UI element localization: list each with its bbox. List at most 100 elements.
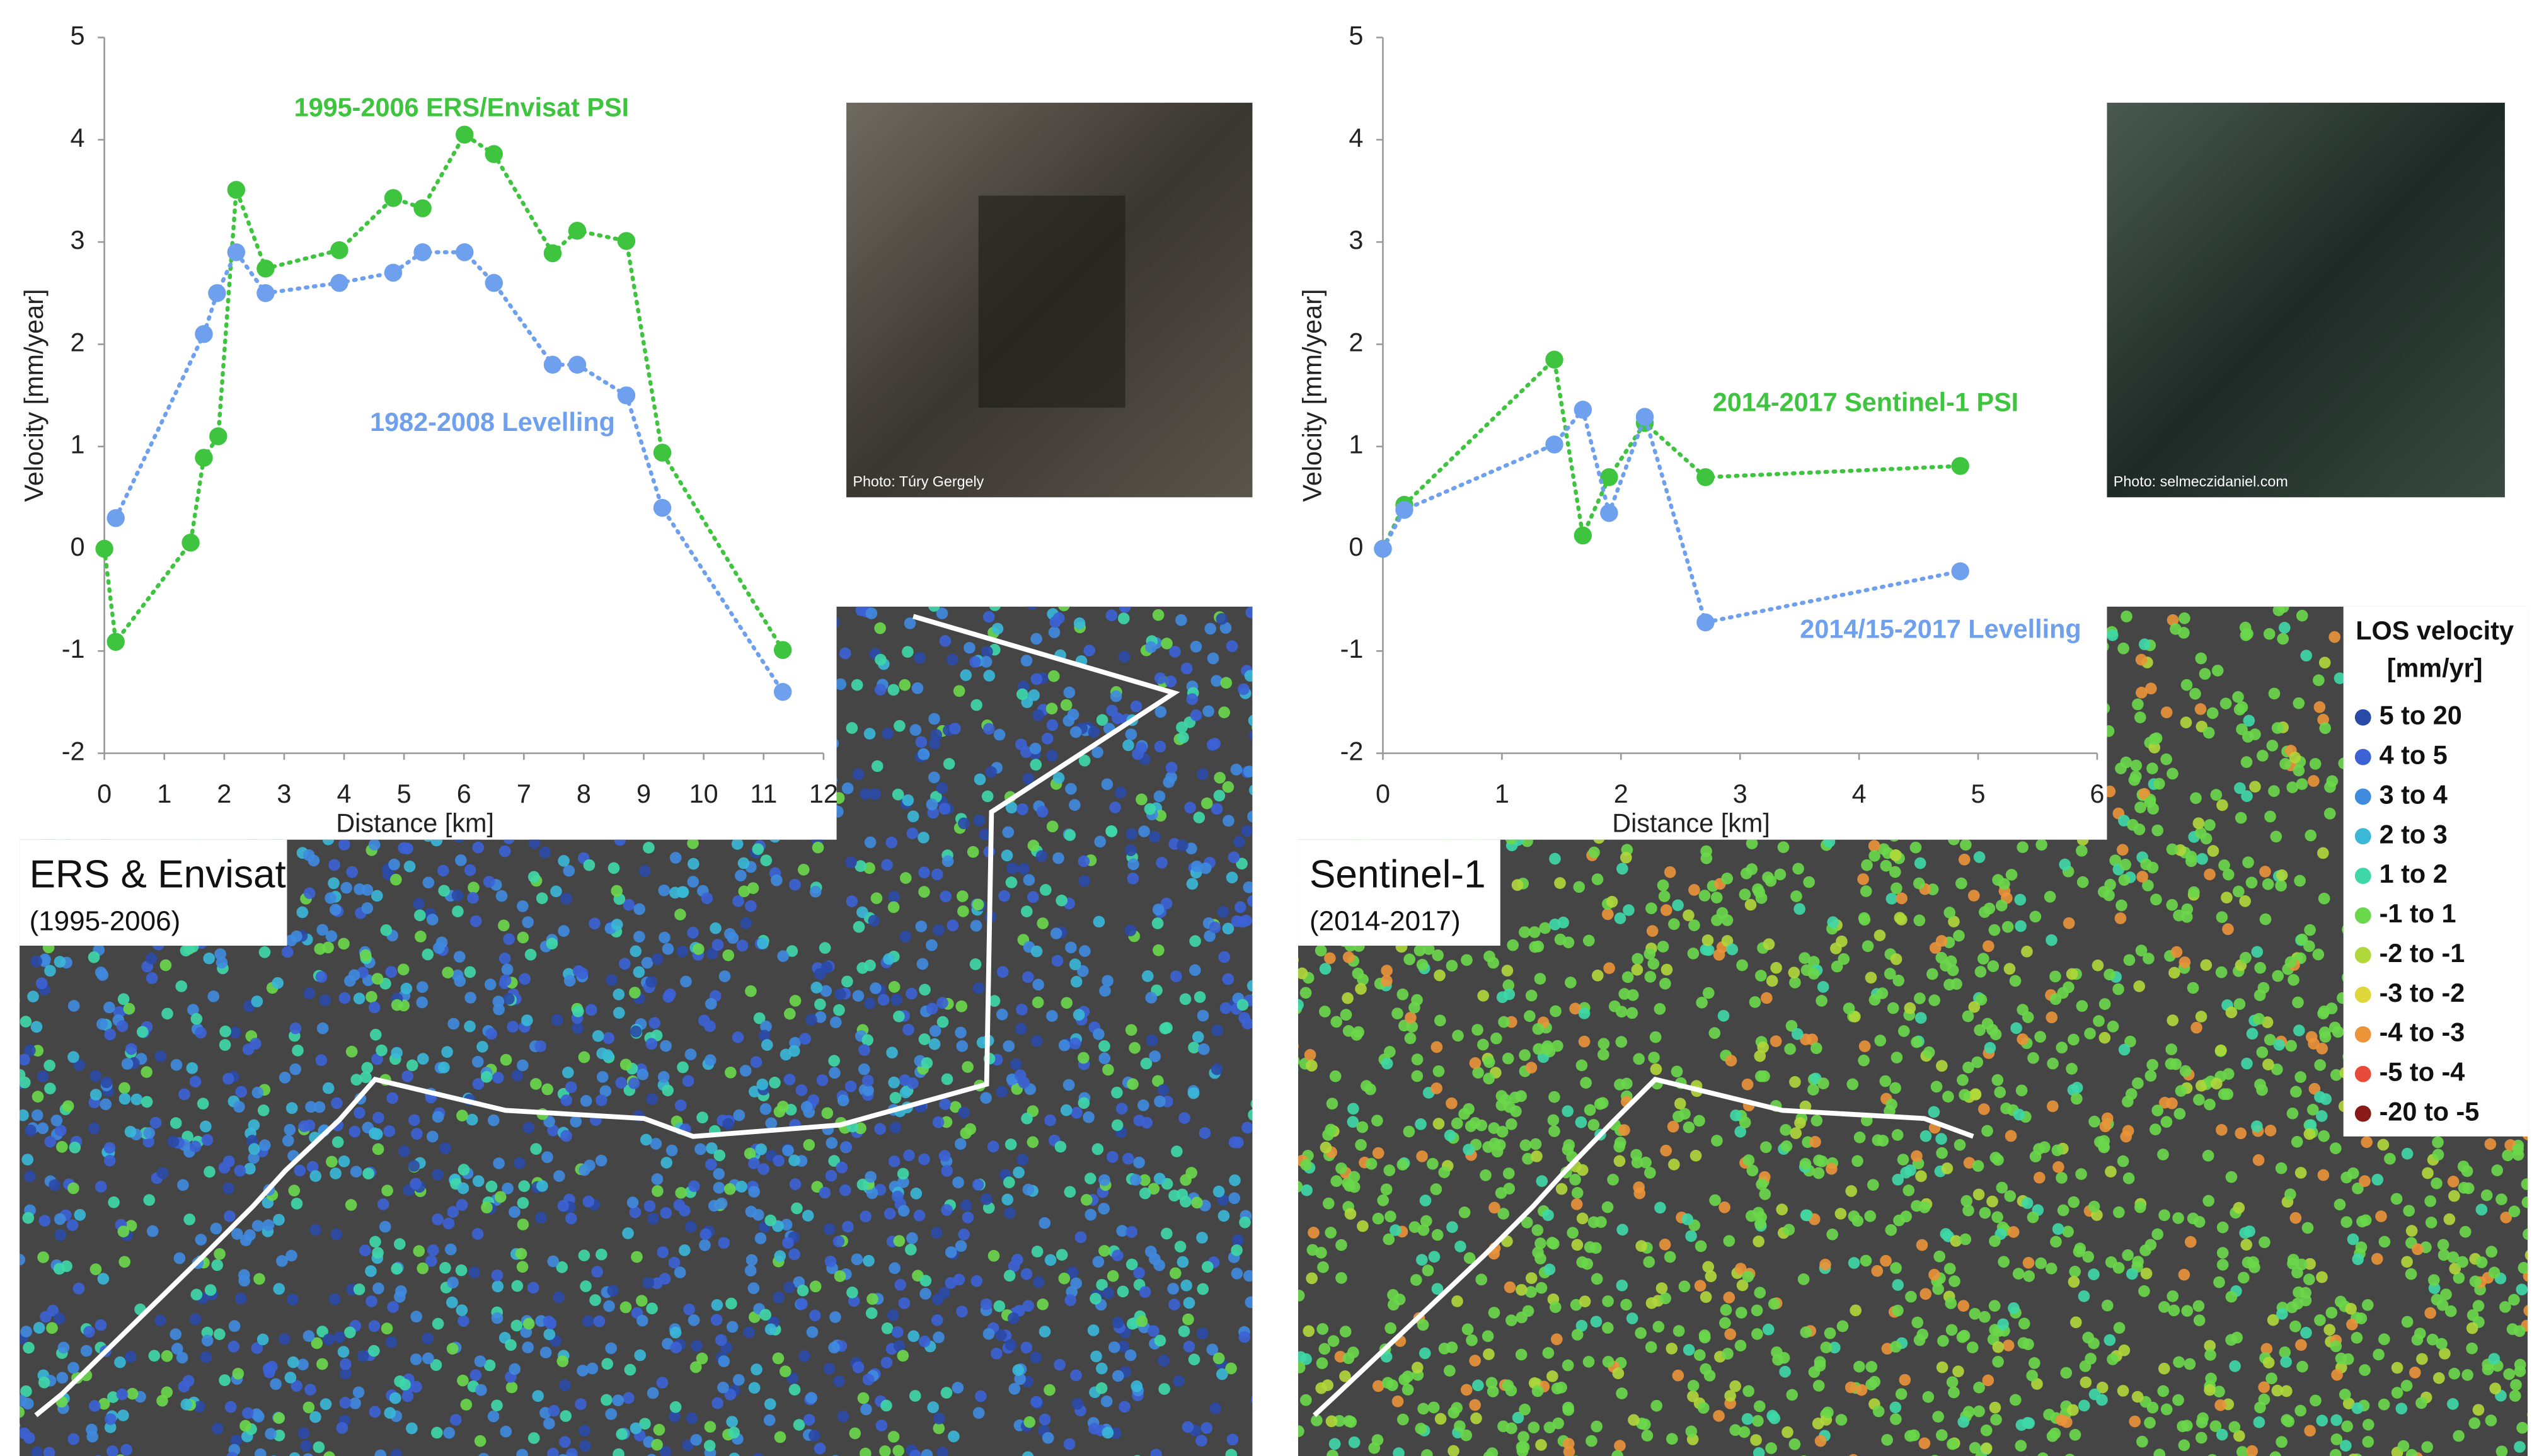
map-point: [175, 980, 188, 992]
map-point: [1005, 876, 1018, 888]
map-point: [725, 714, 737, 726]
map-point: [2167, 767, 2179, 780]
map-point: [116, 1388, 129, 1401]
map-point: [789, 1178, 802, 1190]
map-point: [1331, 774, 1344, 786]
map-point: [527, 1281, 539, 1294]
map-point: [2355, 1312, 2368, 1324]
map-point: [1687, 1380, 1700, 1392]
map-point: [161, 1386, 173, 1399]
map-point: [121, 1058, 134, 1070]
map-point: [2031, 813, 2044, 825]
map-point: [1466, 1334, 1478, 1346]
map-point: [309, 1411, 321, 1423]
map-point: [1544, 781, 1556, 793]
map-point: [1709, 1194, 1721, 1207]
map-point: [517, 931, 529, 944]
map-point: [2180, 716, 2192, 729]
map-point: [1091, 1143, 1104, 1155]
map-point: [1918, 677, 1930, 689]
map-point: [754, 748, 767, 761]
map-point: [1277, 1133, 1289, 1145]
map-point: [103, 1142, 116, 1154]
map-point: [1558, 677, 1570, 689]
map-point: [1188, 1041, 1200, 1054]
map-point: [1856, 656, 1868, 668]
map-point: [1614, 1137, 1626, 1149]
map-point: [596, 1094, 607, 1106]
map-point: [156, 1167, 169, 1179]
map-point: [1517, 610, 1529, 622]
map-point: [834, 988, 846, 1000]
map-point: [1383, 1233, 1395, 1246]
map-point: [1220, 677, 1233, 689]
map-point: [20, 771, 29, 783]
map-point: [1428, 1251, 1441, 1263]
map-point: [755, 1143, 768, 1155]
map-point: [1234, 901, 1246, 914]
map-point: [1581, 1258, 1594, 1270]
map-point: [1606, 896, 1618, 908]
map-point: [294, 1164, 306, 1177]
map-point: [367, 688, 379, 700]
map-point: [560, 726, 572, 739]
map-point: [1306, 1272, 1318, 1285]
map-point: [1880, 859, 1892, 872]
map-point: [480, 1070, 493, 1083]
map-point: [1517, 1431, 1529, 1443]
map-point: [658, 884, 671, 897]
map-point: [909, 724, 922, 736]
map-point: [1969, 1442, 1981, 1454]
map-point: [80, 1344, 93, 1357]
map-point: [1502, 1379, 1514, 1392]
map-point: [1972, 1188, 1985, 1201]
map-point: [988, 995, 1001, 1007]
map-point: [188, 714, 200, 726]
map-point: [287, 612, 300, 624]
map-point: [575, 819, 588, 832]
map-point: [1223, 815, 1235, 827]
map-point: [148, 1350, 161, 1362]
map-point: [2468, 1417, 2481, 1430]
map-point: [1719, 1317, 1731, 1329]
map-point: [1209, 738, 1221, 750]
map-point: [705, 808, 717, 820]
map-point: [565, 1081, 577, 1093]
map-point: [552, 652, 565, 665]
map-point: [365, 1295, 377, 1307]
map-point: [1872, 1405, 1885, 1418]
map-point: [1494, 733, 1506, 745]
map-point: [1745, 624, 1758, 636]
map-point: [1021, 1112, 1033, 1125]
map-point: [1114, 786, 1127, 799]
map-point: [2105, 1256, 2117, 1268]
map-point: [2289, 1212, 2302, 1224]
map-point: [1377, 1194, 1390, 1207]
map-point: [1831, 828, 1844, 840]
map-point: [970, 1275, 983, 1287]
map-point: [1108, 1341, 1120, 1353]
map-point: [2485, 1246, 2497, 1258]
map-point: [535, 1212, 547, 1224]
map-point: [89, 1400, 101, 1412]
map-point: [2059, 667, 2071, 679]
map-point: [1487, 1385, 1499, 1397]
map-point: [2304, 924, 2316, 936]
map-point: [936, 782, 948, 794]
map-point: [1078, 855, 1090, 868]
map-point: [1700, 1363, 1712, 1375]
map-point: [743, 1326, 755, 1339]
map-point: [276, 1255, 288, 1267]
map-point: [1849, 1011, 1861, 1023]
map-point: [1553, 651, 1565, 663]
map-point: [1461, 954, 1473, 966]
map-point: [1584, 1241, 1596, 1253]
map-point: [1797, 732, 1809, 744]
map-point: [2216, 1124, 2228, 1136]
map-point: [1657, 879, 1669, 891]
map-point: [1687, 1390, 1699, 1402]
map-point: [1228, 851, 1240, 864]
map-point: [616, 618, 628, 630]
map-point: [106, 756, 118, 768]
map-point: [1435, 779, 1448, 791]
